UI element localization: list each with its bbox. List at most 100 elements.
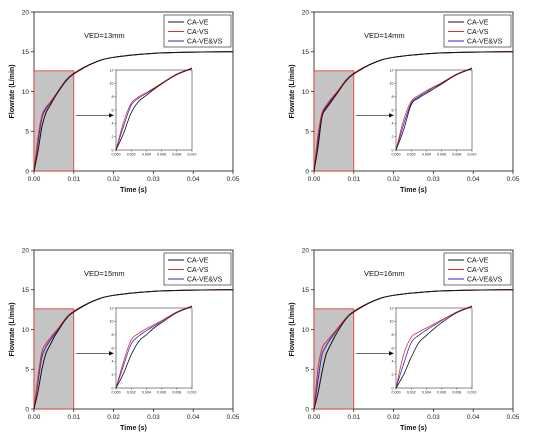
- y-tick-label: 0: [25, 406, 29, 413]
- inset-y-tick-label: 12: [390, 306, 394, 310]
- inset-x-tick-label: 0.008: [172, 391, 181, 395]
- inset-y-tick-label: 4: [392, 122, 394, 126]
- inset-y-tick-label: 12: [110, 306, 114, 310]
- inset-y-tick-label: 0: [112, 148, 114, 152]
- zoom-arrow-head: [109, 113, 114, 118]
- inset-x-tick-label: 0.006: [157, 153, 166, 157]
- panel-annotation: VED=16mm: [364, 269, 405, 278]
- inset-series-line-ca-vs: [115, 305, 193, 389]
- inset-y-tick-label: 2: [112, 135, 114, 139]
- x-axis-title: Time (s): [120, 187, 147, 194]
- x-tick-label: 0.00: [28, 414, 41, 421]
- inset-x-tick-label: 0.002: [127, 153, 136, 157]
- zoom-arrow-head: [109, 351, 114, 356]
- inset-y-tick-label: 8: [112, 95, 114, 99]
- inset-y-tick-label: 0: [392, 148, 394, 152]
- x-tick-label: 0.05: [227, 176, 240, 183]
- inset-x-tick-label: 0.000: [392, 391, 401, 395]
- zoom-region: [33, 70, 75, 172]
- inset-y-tick-label: 2: [112, 373, 114, 377]
- zoom-arrow-head: [389, 113, 394, 118]
- inset-y-tick-label: 2: [392, 373, 394, 377]
- legend-label: CA-VS: [467, 267, 489, 274]
- panel-annotation: VED=13mm: [84, 31, 125, 40]
- inset-x-tick-label: 0.010: [188, 153, 197, 157]
- x-tick-label: 0.04: [187, 414, 200, 421]
- legend-label: CA-VE&VS: [467, 38, 503, 45]
- zoom-region: [313, 308, 355, 410]
- x-tick-label: 0.03: [147, 414, 160, 421]
- inset-x-tick-label: 0.006: [157, 391, 166, 395]
- inset-x-tick-label: 0.002: [407, 391, 416, 395]
- inset-frame: [115, 307, 193, 389]
- y-tick-label: 15: [302, 287, 310, 294]
- y-tick-label: 15: [302, 49, 310, 56]
- y-tick-label: 10: [302, 89, 310, 96]
- legend-label: CA-VS: [467, 29, 489, 36]
- inset-chart: 0.000 0.002 0.004 0.006 0.008 0.010 0 2 4 6 8 10 12: [390, 67, 477, 157]
- legend-label: CA-VE: [187, 19, 209, 26]
- inset-series-line-ca-ve: [395, 306, 473, 389]
- inset-y-tick-label: 6: [392, 108, 394, 112]
- inset-chart: 0.000 0.002 0.004 0.006 0.008 0.010 0 2 4 6 8 10 12: [110, 67, 197, 157]
- y-tick-label: 20: [302, 9, 310, 16]
- x-tick-label: 0.02: [107, 176, 120, 183]
- y-tick-label: 10: [22, 89, 30, 96]
- panel-annotation: VED=15mm: [84, 269, 125, 278]
- series-line-ca-ve: [33, 289, 234, 410]
- inset-chart: 0.000 0.002 0.004 0.006 0.008 0.010 0 2 4 6 8 10 12: [110, 305, 197, 395]
- inset-x-tick-label: 0.010: [468, 391, 477, 395]
- inset-y-tick-label: 10: [110, 320, 114, 324]
- inset-x-tick-label: 0.008: [452, 391, 461, 395]
- x-axis-title: Time (s): [120, 425, 147, 432]
- inset-x-tick-label: 0.000: [112, 153, 121, 157]
- inset-y-tick-label: 12: [110, 68, 114, 72]
- series-line-ca-ve: [33, 51, 234, 172]
- inset-frame: [115, 69, 193, 151]
- x-tick-label: 0.03: [427, 176, 440, 183]
- y-axis-title: Flowrate (L/min): [289, 64, 296, 118]
- y-tick-label: 0: [305, 168, 309, 175]
- inset-x-tick-label: 0.006: [437, 391, 446, 395]
- x-tick-label: 0.05: [227, 414, 240, 421]
- inset-x-tick-label: 0.004: [422, 391, 431, 395]
- inset-y-tick-label: 4: [112, 122, 114, 126]
- inset-y-tick-label: 6: [112, 108, 114, 112]
- legend-label: CA-VS: [187, 267, 209, 274]
- inset-chart: 0.000 0.002 0.004 0.006 0.008 0.010 0 2 4 6 8 10 12: [390, 305, 477, 395]
- legend-label: CA-VE&VS: [467, 276, 503, 283]
- x-tick-label: 0.00: [308, 176, 321, 183]
- y-tick-label: 5: [25, 129, 29, 136]
- zoom-arrow-head: [389, 351, 394, 356]
- y-tick-label: 15: [22, 49, 30, 56]
- y-tick-label: 5: [305, 367, 309, 374]
- inset-y-tick-label: 0: [392, 386, 394, 390]
- y-tick-label: 15: [22, 287, 30, 294]
- inset-y-tick-label: 12: [390, 68, 394, 72]
- panel-annotation: VED=14mm: [364, 31, 405, 40]
- inset-y-tick-label: 8: [112, 333, 114, 337]
- y-tick-label: 0: [25, 168, 29, 175]
- series-line-ca-ve: [313, 51, 514, 172]
- x-tick-label: 0.04: [187, 176, 200, 183]
- zoom-region: [33, 308, 75, 410]
- x-tick-label: 0.03: [427, 414, 440, 421]
- inset-x-tick-label: 0.004: [142, 391, 151, 395]
- x-tick-label: 0.02: [107, 414, 120, 421]
- inset-y-tick-label: 6: [392, 346, 394, 350]
- inset-y-tick-label: 10: [390, 320, 394, 324]
- y-axis-title: Flowrate (L/min): [289, 302, 296, 356]
- zoom-region: [313, 70, 355, 172]
- y-tick-label: 10: [22, 327, 30, 334]
- y-axis-title: Flowrate (L/min): [9, 302, 16, 356]
- inset-y-tick-label: 10: [110, 82, 114, 86]
- inset-x-tick-label: 0.004: [142, 153, 151, 157]
- y-tick-label: 20: [22, 9, 30, 16]
- y-tick-label: 20: [22, 247, 30, 254]
- legend-label: CA-VS: [187, 29, 209, 36]
- y-tick-label: 5: [25, 367, 29, 374]
